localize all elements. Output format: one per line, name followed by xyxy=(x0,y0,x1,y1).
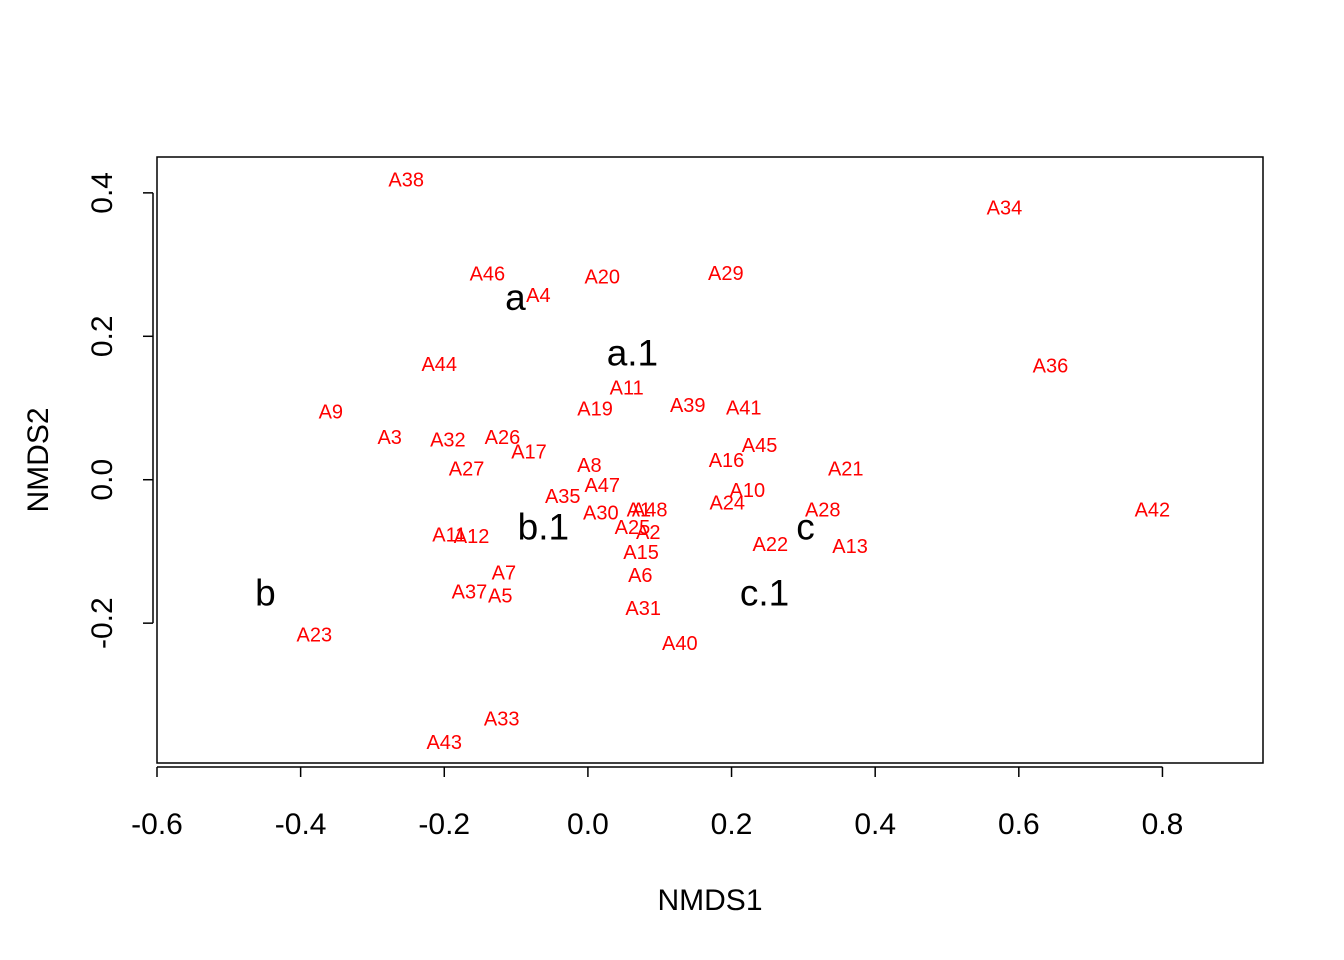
group-centroid-label: a.1 xyxy=(607,332,658,373)
x-tick-label: 0.6 xyxy=(998,808,1040,841)
site-label: A47 xyxy=(584,475,620,497)
x-tick-label: -0.2 xyxy=(418,808,470,841)
group-centroid-labels: a a.1 b.1 c b c.1 xyxy=(255,277,815,613)
site-label: A6 xyxy=(628,565,652,587)
site-label: A37 xyxy=(452,581,488,603)
x-tick-label: 0.4 xyxy=(854,808,896,841)
x-tick-label: -0.4 xyxy=(275,808,327,841)
x-tick-label: 0.8 xyxy=(1142,808,1184,841)
x-axis-title: NMDS1 xyxy=(657,884,762,917)
site-label: A10 xyxy=(730,480,766,502)
y-tick-label: 0.4 xyxy=(86,172,119,214)
site-label: A26 xyxy=(485,427,521,449)
group-centroid-label: b.1 xyxy=(518,507,569,548)
site-label: A13 xyxy=(832,536,868,558)
site-label: A11 xyxy=(610,378,644,400)
y-tick-label: 0.2 xyxy=(86,315,119,357)
site-label: A44 xyxy=(421,354,457,376)
group-centroid-label: a xyxy=(505,277,526,318)
site-label: A21 xyxy=(828,459,864,481)
site-label: A28 xyxy=(805,500,841,522)
site-label: A31 xyxy=(625,598,661,620)
group-centroid-label: c.1 xyxy=(740,573,789,614)
site-label: A4 xyxy=(526,285,550,307)
site-label: A34 xyxy=(987,198,1023,220)
y-tick-label: -0.2 xyxy=(86,597,119,649)
plot-frame xyxy=(156,156,1264,764)
site-label: A38 xyxy=(388,170,424,192)
site-label: A40 xyxy=(662,633,698,655)
x-tick-label: 0.2 xyxy=(711,808,753,841)
site-label: A46 xyxy=(470,264,506,286)
site-label: A36 xyxy=(1033,355,1069,377)
y-tick-label: 0.0 xyxy=(86,459,119,501)
site-label: A33 xyxy=(484,708,520,730)
site-label: A3 xyxy=(377,427,401,449)
site-label: A23 xyxy=(296,624,332,646)
site-label: A25 xyxy=(615,517,651,539)
site-label: A24 xyxy=(709,492,745,514)
y-axis-title: NMDS2 xyxy=(22,407,55,512)
site-label: A35 xyxy=(545,486,581,508)
x-axis: -0.6 -0.4 -0.2 0.0 0.2 0.4 0.6 0.8 xyxy=(131,766,1184,841)
group-centroid-label: b xyxy=(255,573,276,614)
site-label: A7 xyxy=(492,563,516,585)
x-tick-label: 0.0 xyxy=(567,808,609,841)
site-label: A32 xyxy=(430,429,466,451)
site-label: A9 xyxy=(319,401,343,423)
site-label: A17 xyxy=(511,441,547,463)
site-label: A15 xyxy=(623,542,659,564)
site-label: A30 xyxy=(583,502,619,524)
site-label: A43 xyxy=(426,732,462,754)
site-labels: A38 A34 A46 A20 A29 A4 A44 A36 A11 A39 A41 A19 A9 A3 A… xyxy=(296,170,1170,754)
site-label: A45 xyxy=(742,435,778,457)
group-centroid-label: c xyxy=(796,507,815,548)
site-label: A5 xyxy=(488,586,512,608)
site-label: A39 xyxy=(670,395,706,417)
site-label: A42 xyxy=(1135,500,1171,522)
site-label: A11 xyxy=(432,525,466,547)
y-axis: -0.2 0.0 0.2 0.4 xyxy=(86,172,154,649)
site-label: A16 xyxy=(709,450,745,472)
site-label: A22 xyxy=(753,534,789,556)
site-label: A1 xyxy=(627,500,651,522)
site-label: A48 xyxy=(632,500,668,522)
site-label: A41 xyxy=(726,398,762,420)
site-label: A19 xyxy=(577,398,613,420)
site-label: A27 xyxy=(449,459,485,481)
site-label: A29 xyxy=(708,263,744,285)
site-label: A2 xyxy=(636,522,660,544)
site-label: A20 xyxy=(584,266,620,288)
site-label: A8 xyxy=(577,455,601,477)
x-tick-label: -0.6 xyxy=(131,808,183,841)
site-label: A12 xyxy=(454,526,490,548)
